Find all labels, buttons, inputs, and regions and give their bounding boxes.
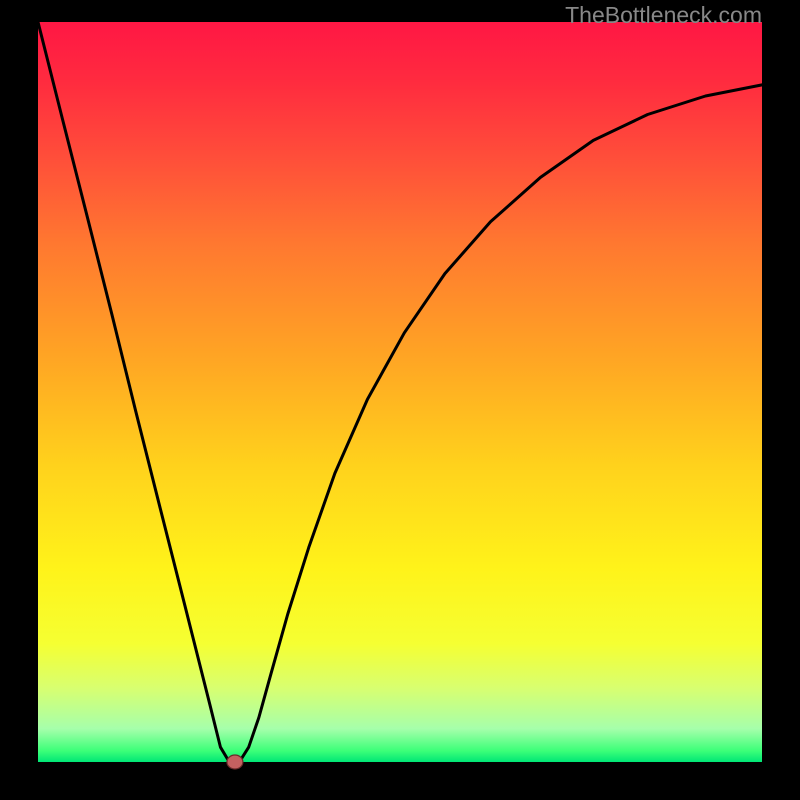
chart-stage: TheBottleneck.com — [0, 0, 800, 800]
optimum-marker — [227, 755, 243, 769]
watermark-text: TheBottleneck.com — [565, 2, 762, 29]
plot-background — [38, 22, 762, 762]
chart-svg — [0, 0, 800, 800]
